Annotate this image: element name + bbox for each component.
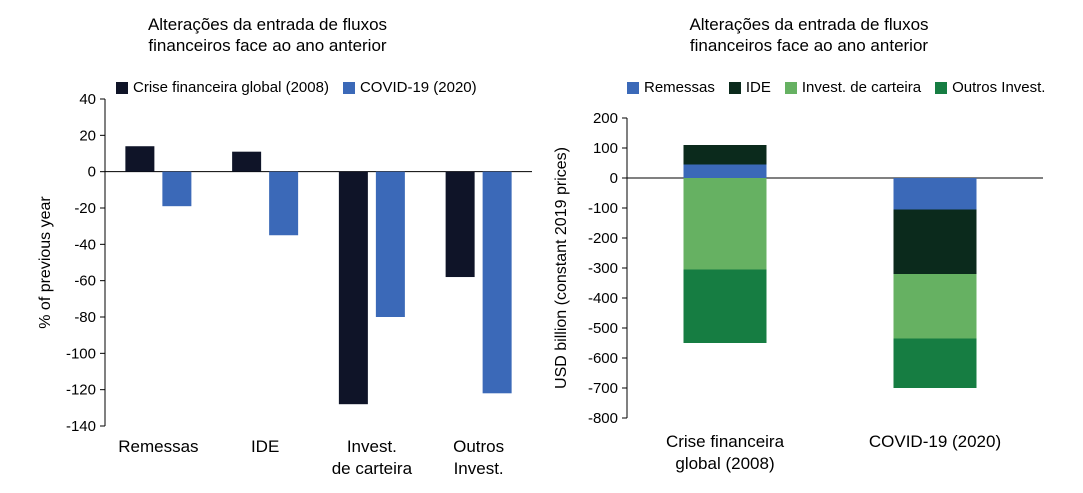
right-y-tick-label: -800	[588, 410, 618, 427]
right-y-tick-label: -700	[588, 380, 618, 397]
right-chart-title: Alterações da entrada de fluxos financei…	[689, 15, 929, 55]
right-legend-swatch	[935, 81, 948, 94]
right-legend-item-invest-de-carteira: Invest. de carteira	[784, 79, 922, 96]
left-bar-ide-2020	[269, 171, 299, 236]
left-legend-item-covid-19-2020: COVID-19 (2020)	[342, 79, 477, 96]
left-y-tick-label: -80	[74, 309, 96, 326]
right-legend-swatch	[627, 81, 639, 94]
right-legend-label: Invest. de carteira	[801, 79, 922, 96]
left-bar-outros-invest-2020	[482, 171, 512, 394]
left-y-tick-label: -40	[74, 236, 96, 253]
right-stacked-bar-chart: 200 100 0 -100 -200 -300 -400 -500 -600 -700 -800 U…	[553, 110, 1043, 473]
right-y-tick-label: -600	[588, 350, 618, 367]
right-bar-segment-outros-invest-2020	[893, 338, 977, 388]
right-bar-segment-ide-2008	[683, 145, 767, 165]
right-chart-panel: Alterações da entrada de fluxos financei…	[535, 0, 1083, 493]
right-bar-segment-remessas-2020	[893, 178, 977, 210]
left-y-tick-label: -120	[66, 382, 96, 399]
left-bar-ide-2008	[232, 151, 262, 172]
right-legend-swatch	[784, 81, 797, 94]
left-y-tick-label: -140	[66, 418, 96, 435]
left-chart-legend: Crise financeira global (2008) COVID-19 (…	[116, 79, 477, 96]
right-legend-swatch	[728, 81, 741, 94]
right-chart-legend: Remessas IDE Invest. de carteira Outros Inv…	[627, 79, 1045, 96]
left-y-axis-label: % of previous year	[37, 196, 54, 329]
right-y-tick-label: 200	[593, 110, 618, 127]
left-chart-panel: Alterações da entrada de fluxos financei…	[0, 0, 535, 493]
left-legend-swatch	[116, 81, 128, 94]
right-y-tick-label: -400	[588, 290, 618, 307]
right-x-tick-label: Crise financeira global (2008)	[666, 432, 785, 473]
left-y-tick-label: 0	[88, 164, 96, 181]
left-x-tick-label: Outros Invest.	[453, 437, 504, 478]
left-legend-label: Crise financeira global (2008)	[133, 79, 329, 96]
right-legend-item-outros-invest: Outros Invest.	[935, 79, 1045, 96]
left-bar-invest-de-carteira-2008	[338, 171, 368, 405]
right-y-axis-label: USD billion (constant 2019 prices)	[553, 147, 570, 389]
left-legend-item-crise-financeira-global-2008: Crise financeira global (2008)	[116, 79, 329, 96]
right-y-tick-label: -100	[588, 200, 618, 217]
right-legend-item-ide: IDE	[728, 79, 771, 96]
left-y-tick-label: -60	[74, 273, 96, 290]
left-x-tick-label: Remessas	[118, 437, 198, 456]
right-legend-item-remessas: Remessas	[627, 79, 715, 96]
right-bar-segment-invest-de-carteira-2008	[683, 178, 767, 270]
left-bar-outros-invest-2008	[445, 171, 475, 278]
left-chart-title: Alterações da entrada de fluxos financei…	[147, 15, 388, 55]
right-bar-segment-outros-invest-2008	[683, 269, 767, 343]
left-y-tick-label: 20	[79, 127, 96, 144]
right-y-tick-label: -300	[588, 260, 618, 277]
left-bar-invest-de-carteira-2020	[375, 171, 405, 317]
left-y-tick-label: -100	[66, 345, 96, 362]
left-y-tick-label: -20	[74, 200, 96, 217]
left-bar-chart: 40 20 0 -20 -40 -60 -80 -100 -120 -140 % of previo…	[37, 91, 532, 478]
right-y-tick-label: 0	[610, 170, 618, 187]
right-legend-label: IDE	[745, 79, 771, 96]
right-y-tick-label: -200	[588, 230, 618, 247]
right-bar-segment-ide-2020	[893, 209, 977, 274]
left-legend-label: COVID-19 (2020)	[359, 79, 477, 96]
left-legend-swatch	[342, 81, 355, 94]
right-bar-segment-invest-de-carteira-2020	[893, 274, 977, 339]
right-legend-label: Outros Invest.	[952, 79, 1046, 96]
right-bar-segment-remessas-2008	[683, 164, 767, 178]
right-y-tick-label: 100	[593, 140, 618, 157]
left-bar-remessas-2008	[125, 146, 155, 172]
left-y-tick-label: 40	[79, 91, 96, 108]
left-bar-remessas-2020	[162, 171, 192, 207]
right-x-tick-label: COVID-19 (2020)	[869, 432, 1001, 451]
right-legend-label: Remessas	[644, 79, 715, 96]
left-x-tick-label: IDE	[251, 437, 279, 456]
left-x-tick-label: Invest. de carteira	[332, 437, 413, 478]
right-y-tick-label: -500	[588, 320, 618, 337]
